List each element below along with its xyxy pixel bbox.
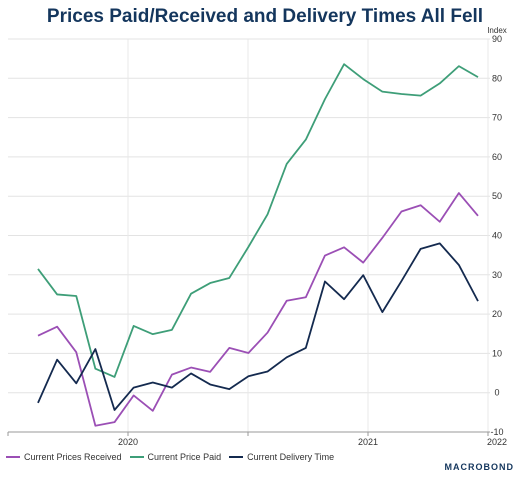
logo-text: MACROBOND [444,462,514,472]
x-tick-label: 2020 [118,437,138,447]
x-tick-label: 2022 [487,437,507,447]
y-tick-label: 90 [492,34,502,44]
y-tick-label: 80 [492,73,502,83]
series-line-current-delivery-time [37,242,479,411]
axes: -10 0 10 20 30 40 50 60 70 80 90 2020 2021 2022 [7,34,507,447]
x-tick-label: 2021 [358,437,378,447]
chart-title: Prices Paid/Received and Delivery Times … [46,6,484,27]
legend: Current Prices Received Current Price Pai… [6,452,334,462]
series-line-current-prices-received [37,192,479,427]
legend-item: Current Price Paid [129,452,222,462]
legend-label: Current Prices Received [24,452,122,462]
legend-swatch [229,456,244,458]
series-lines [37,63,479,427]
y-tick-label: 10 [492,348,502,358]
y-tick-label: 60 [492,152,502,162]
legend-item: Current Prices Received [6,452,122,462]
macrobond-logo: MACROBOND [445,462,515,472]
legend-swatch [6,456,20,458]
y-axis-label: Index [487,26,507,35]
legend-label: Current Delivery Time [247,452,335,462]
legend-swatch [129,456,144,458]
legend-item: Current Delivery Time [229,452,334,462]
gridlines [8,38,490,433]
series-line-current-price-paid [37,63,479,378]
y-tick-label: 20 [492,309,502,319]
y-tick-label: 50 [492,191,502,201]
y-tick-label: 40 [492,231,502,241]
y-tick-label: 0 [494,388,499,398]
y-tick-label: -10 [490,427,503,437]
y-tick-label: 30 [492,270,502,280]
y-tick-label: 70 [492,113,502,123]
legend-label: Current Price Paid [147,452,222,462]
